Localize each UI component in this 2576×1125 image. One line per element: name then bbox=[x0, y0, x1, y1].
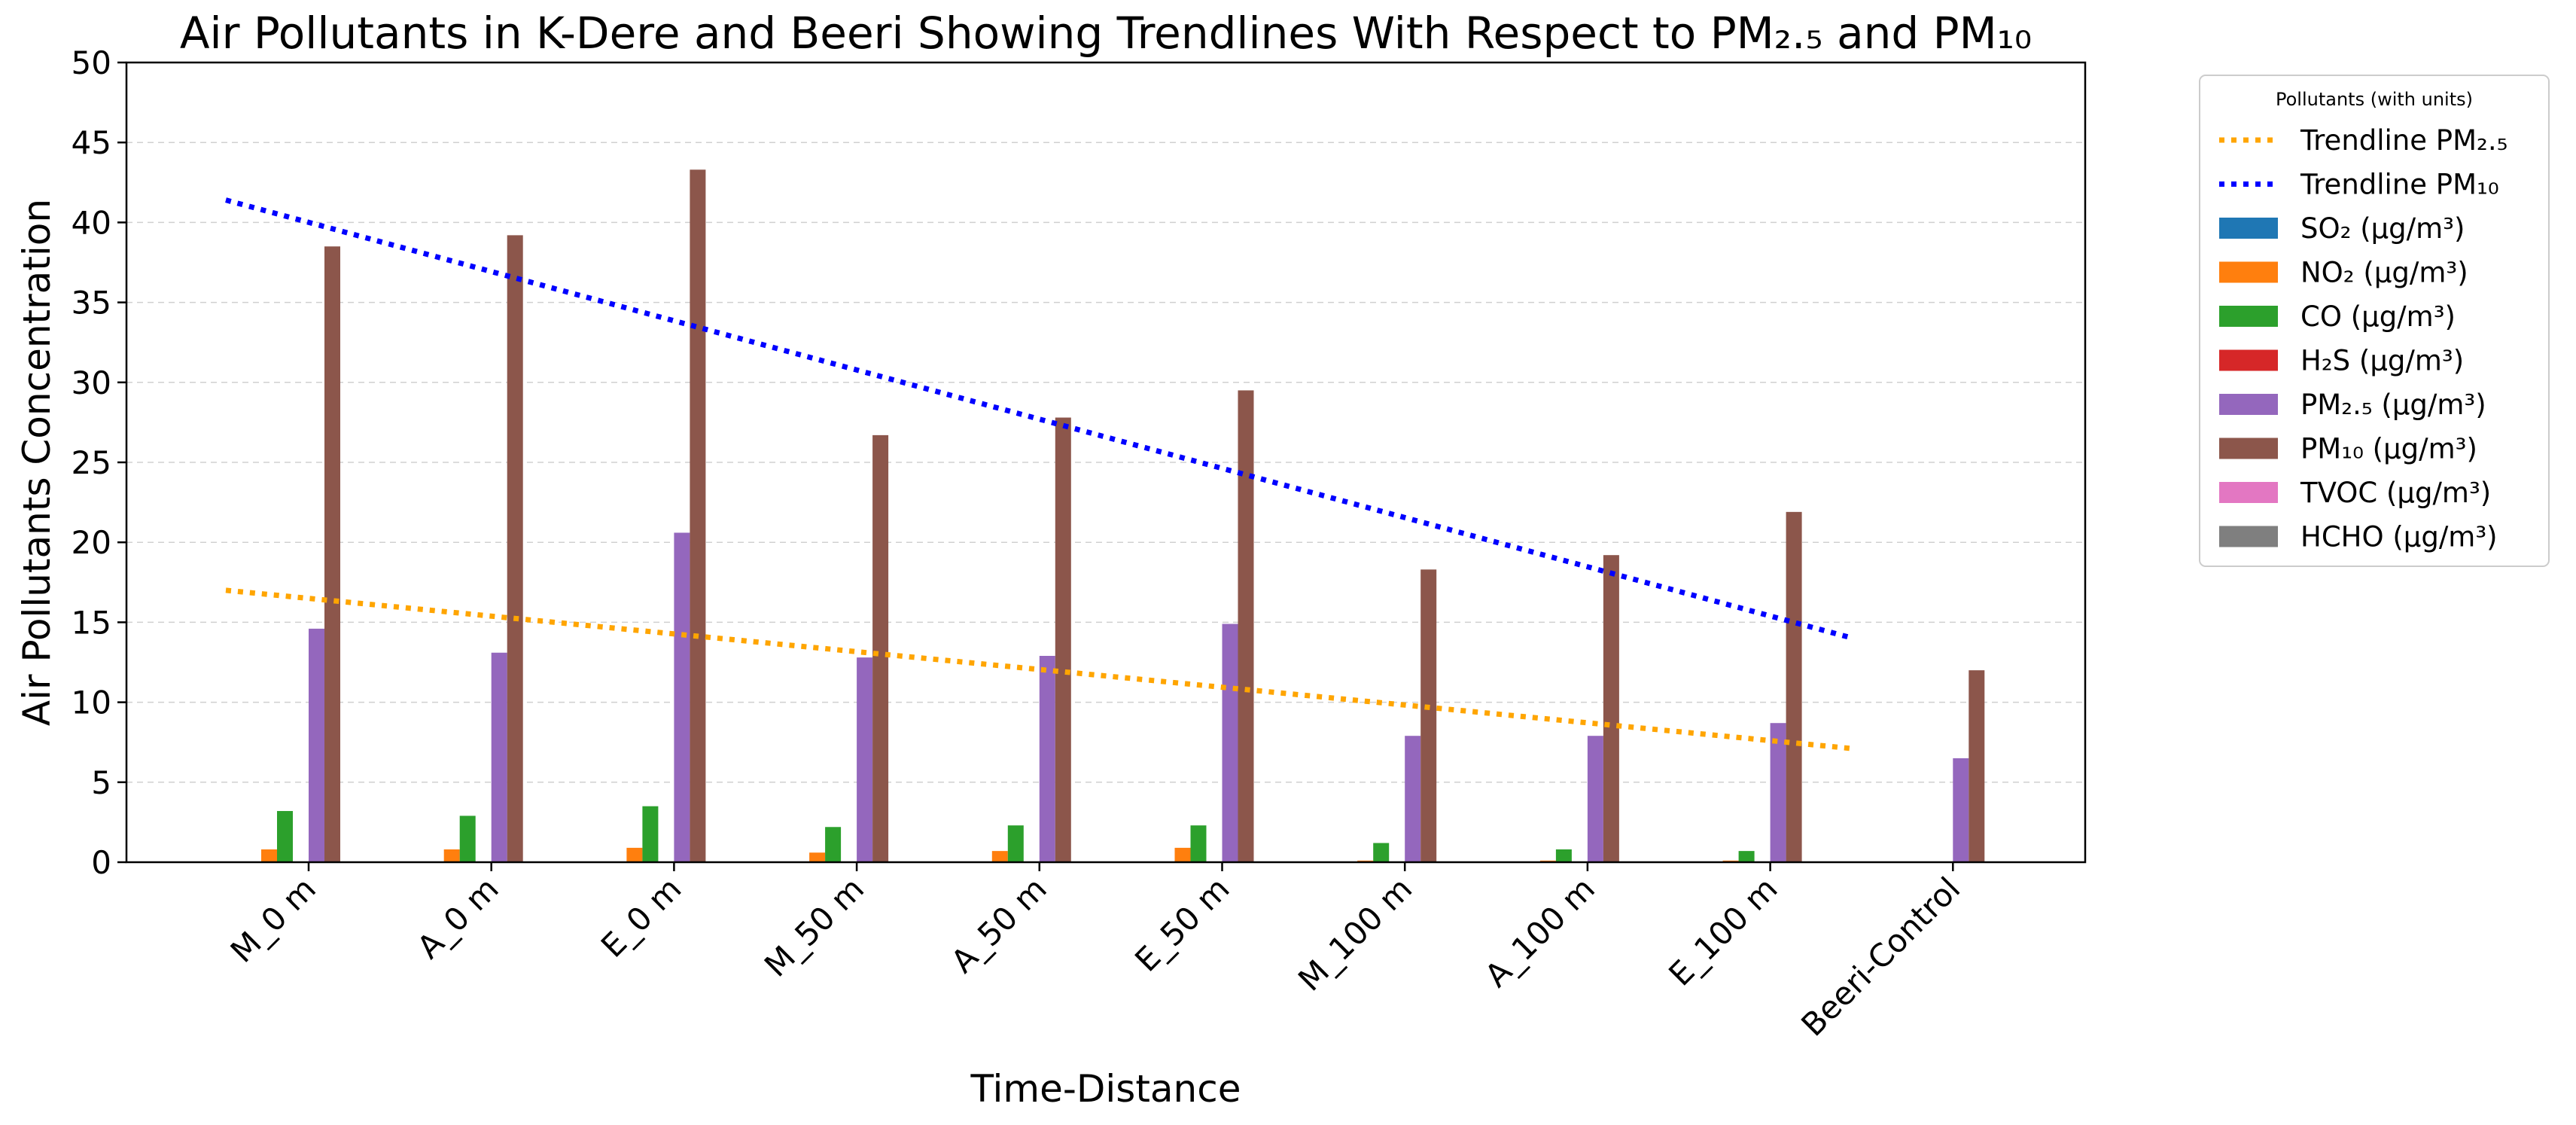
legend-label: CO (µg/m³) bbox=[2300, 300, 2456, 333]
bar-0-1 bbox=[261, 849, 277, 862]
bar-5-5 bbox=[1238, 390, 1254, 862]
y-tick-label: 45 bbox=[72, 124, 111, 161]
legend-swatch bbox=[2219, 349, 2278, 371]
legend-label: Trendline PM₁₀ bbox=[2300, 169, 2499, 201]
bar-3-1 bbox=[809, 852, 826, 862]
y-tick-label: 30 bbox=[72, 364, 111, 401]
bar-5-1 bbox=[1174, 847, 1191, 862]
x-tick-label: Beeri-Control bbox=[1794, 870, 1967, 1043]
legend-swatch bbox=[2219, 482, 2278, 503]
y-axis: 0 5 10 15 20 25 30 35 40 45 50 bbox=[72, 44, 126, 881]
y-tick-label: 10 bbox=[72, 684, 111, 721]
legend: Pollutants (with units) Trendline PM₂.₅ T… bbox=[2199, 75, 2550, 567]
bar-4-4 bbox=[1039, 656, 1055, 862]
x-tick-label: A_100 m bbox=[1478, 870, 1602, 994]
legend-label: HCHO (µg/m³) bbox=[2300, 521, 2498, 553]
legend-box bbox=[2199, 75, 2550, 567]
legend-swatch bbox=[2219, 261, 2278, 283]
y-tick-label: 15 bbox=[72, 604, 111, 641]
bar-7-4 bbox=[1587, 736, 1603, 862]
bar-7-5 bbox=[1603, 555, 1619, 862]
y-tick-label: 50 bbox=[72, 44, 111, 81]
legend-label: NO₂ (µg/m³) bbox=[2300, 257, 2468, 289]
bar-8-2 bbox=[1738, 851, 1755, 862]
x-tick-label: E_0 m bbox=[594, 870, 689, 965]
bar-4-2 bbox=[1007, 825, 1024, 862]
bar-5-2 bbox=[1190, 825, 1207, 862]
bar-4-5 bbox=[1055, 417, 1071, 862]
bar-6-4 bbox=[1405, 736, 1421, 862]
trendline-1 bbox=[225, 197, 1854, 642]
bar-3-4 bbox=[857, 657, 873, 862]
bar-3-2 bbox=[825, 827, 842, 862]
x-tick-label: M_50 m bbox=[757, 870, 871, 983]
bar-6-5 bbox=[1420, 569, 1437, 862]
x-tick-label: M_100 m bbox=[1291, 870, 1419, 998]
legend-swatch bbox=[2219, 526, 2278, 547]
y-tick-label: 35 bbox=[72, 285, 111, 322]
x-axis: M_0 m A_0 m E_0 m M_50 m A_50 m E_50 m M_100 m… bbox=[224, 862, 1967, 1044]
legend-label: Trendline PM₂.₅ bbox=[2300, 124, 2507, 157]
x-tick-label: E_100 m bbox=[1661, 870, 1784, 992]
bar-0-5 bbox=[324, 246, 340, 862]
bars bbox=[261, 169, 1985, 863]
bar-5-4 bbox=[1222, 623, 1238, 862]
bar-2-1 bbox=[626, 847, 643, 862]
legend-label: TVOC (µg/m³) bbox=[2300, 477, 2491, 509]
bar-2-4 bbox=[674, 532, 690, 862]
bar-4-1 bbox=[991, 851, 1008, 862]
legend-label: SO₂ (µg/m³) bbox=[2300, 212, 2465, 245]
bar-2-2 bbox=[642, 806, 659, 862]
bar-0-4 bbox=[309, 628, 324, 862]
x-axis-label: Time-Distance bbox=[970, 1067, 1241, 1111]
y-axis-label: Air Pollutants Concentration bbox=[15, 199, 59, 726]
bar-1-4 bbox=[491, 652, 507, 862]
legend-label: PM₂.₅ (µg/m³) bbox=[2300, 389, 2486, 421]
y-tick-label: 20 bbox=[72, 524, 111, 561]
legend-title: Pollutants (with units) bbox=[2276, 89, 2473, 110]
y-tick-label: 40 bbox=[72, 204, 111, 241]
x-tick-label: A_50 m bbox=[944, 870, 1054, 980]
legend-swatch bbox=[2219, 394, 2278, 415]
bar-6-2 bbox=[1373, 843, 1390, 862]
chart-title: Air Pollutants in K-Dere and Beeri Showi… bbox=[180, 8, 2032, 59]
x-tick-label: A_0 m bbox=[410, 870, 506, 965]
bar-1-1 bbox=[443, 849, 460, 862]
x-tick-label: E_50 m bbox=[1128, 870, 1236, 978]
bar-8-4 bbox=[1770, 723, 1786, 862]
trendlines bbox=[225, 197, 1854, 752]
bar-1-5 bbox=[507, 235, 523, 863]
legend-swatch bbox=[2219, 438, 2278, 459]
bar-0-2 bbox=[277, 811, 293, 862]
bar-1-2 bbox=[459, 816, 476, 862]
bar-9-4 bbox=[1953, 758, 1969, 862]
trendline-0 bbox=[225, 587, 1853, 752]
y-tick-label: 5 bbox=[91, 764, 111, 801]
y-tick-label: 25 bbox=[72, 444, 111, 481]
legend-label: H₂S (µg/m³) bbox=[2300, 345, 2464, 377]
legend-label: PM₁₀ (µg/m³) bbox=[2300, 433, 2477, 465]
y-tick-label: 0 bbox=[91, 844, 111, 881]
bar-7-2 bbox=[1555, 849, 1572, 862]
x-tick-label: M_0 m bbox=[224, 870, 323, 969]
bar-8-5 bbox=[1786, 511, 1802, 862]
bar-2-5 bbox=[690, 169, 706, 863]
bar-3-5 bbox=[872, 434, 889, 862]
legend-swatch bbox=[2219, 306, 2278, 327]
bar-9-5 bbox=[1969, 670, 1985, 862]
legend-swatch bbox=[2219, 218, 2278, 239]
